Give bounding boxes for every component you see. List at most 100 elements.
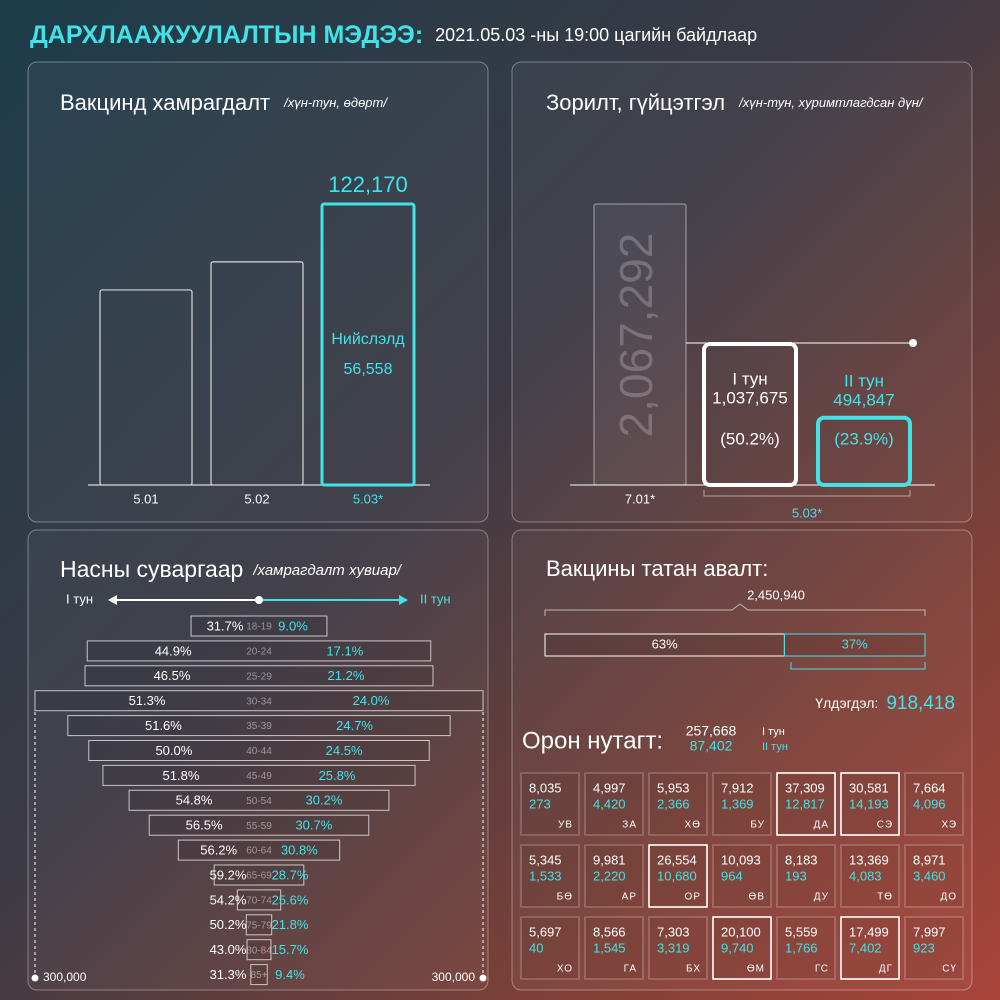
region-code: ӨВ	[749, 892, 765, 903]
region-cell	[584, 772, 644, 836]
dose1: 17,499	[849, 924, 889, 939]
region-cell	[648, 916, 708, 980]
value-label: 46.5%	[154, 668, 191, 683]
x-tick-label: 300,000	[432, 970, 476, 984]
value-label: 51.3%	[129, 693, 166, 708]
region-code: ДУ	[814, 892, 829, 903]
value-label: 494,847	[833, 390, 894, 409]
value-label: 25.6%	[272, 892, 309, 907]
legend-dot	[255, 596, 263, 604]
share-label: (23.9%)	[834, 429, 894, 448]
unit: /хүн-тун, хуримтлагдсан дүн/	[738, 95, 924, 110]
value-label: 56.2%	[200, 843, 237, 858]
total-value: 257,668	[686, 723, 737, 739]
region-code: АР	[622, 892, 637, 903]
dose2: 1,545	[593, 940, 626, 955]
region-cell	[904, 916, 964, 980]
x-tick-label: 5.03*	[792, 505, 822, 520]
unit: /хүн-тун, өдөрт/	[283, 95, 388, 110]
dose1: 5,345	[529, 852, 562, 867]
panel-title: Насны суваргаар/хамрагдалт хувиар/	[60, 556, 403, 582]
region-cell	[520, 844, 580, 908]
value-label: 56.5%	[186, 818, 223, 833]
region-code: БӨ	[557, 892, 573, 903]
age-label: 55-59	[246, 821, 272, 832]
value-label: 17.1%	[326, 643, 363, 658]
panel-title: Зорилт, гүйцэтгэл/хүн-тун, хуримтлагдсан…	[546, 90, 924, 115]
panel	[511, 529, 973, 991]
remainder-value: 918,418	[886, 693, 955, 714]
value-label: 30.8%	[281, 843, 318, 858]
value-label: 43.0%	[210, 942, 247, 957]
total-dose: II тун	[762, 741, 788, 753]
value-label: 21.8%	[272, 917, 309, 932]
bar	[702, 341, 798, 488]
region-code: ӨМ	[747, 964, 765, 975]
region-cell	[840, 772, 900, 836]
value-label: 50.0%	[155, 743, 192, 758]
panel	[511, 61, 973, 523]
header: ДАРХЛААЖУУЛАЛТЫН МЭДЭЭ: 2021.05.03 -ны 19…	[30, 21, 757, 49]
region-code: ГС	[815, 964, 829, 975]
goal-label: 2,067,292	[610, 233, 662, 438]
x-tick-label: 5.03*	[353, 491, 383, 506]
x-tick-label: 5.02	[244, 491, 269, 506]
dose1: 10,093	[721, 852, 761, 867]
age-box	[190, 615, 328, 637]
annotation: Нийслэлд	[331, 331, 405, 348]
dose2: 7,402	[849, 940, 882, 955]
value-label: 51.8%	[163, 768, 200, 783]
bar	[320, 202, 416, 487]
title: Вакцинд хамрагдалт	[60, 90, 270, 115]
remainder-label: Үлдэгдэл:	[815, 695, 878, 711]
dose2: 4,083	[849, 868, 882, 883]
value-label: 59.2%	[210, 867, 247, 882]
dose2: 1,369	[721, 796, 754, 811]
x-tick-label: 300,000	[43, 970, 87, 984]
panel	[27, 61, 489, 523]
value-label: 21.2%	[328, 668, 365, 683]
segment-label: 63%	[652, 636, 678, 651]
dose1: 26,554	[657, 852, 697, 867]
value-label: 122,170	[328, 172, 408, 197]
value-label: 31.3%	[210, 967, 247, 982]
value-label: 25.8%	[319, 768, 356, 783]
dose1: 7,303	[657, 924, 690, 939]
region-code: ХЭ	[941, 820, 957, 831]
age-box	[236, 889, 282, 911]
segment-label: 37%	[842, 636, 868, 651]
region-code: ДГ	[879, 964, 893, 975]
region-cell	[584, 844, 644, 908]
region-code: СҮ	[942, 964, 957, 975]
share-label: (50.2%)	[720, 429, 780, 448]
x-tick-label: 7.01*	[625, 491, 655, 506]
region-cell	[520, 916, 580, 980]
dose1: 7,912	[721, 780, 754, 795]
age-label: 18-19	[246, 622, 272, 633]
age-box	[177, 839, 341, 861]
value-label: 30.2%	[306, 793, 343, 808]
total-label: 2,450,940	[747, 587, 805, 602]
dose1: 7,997	[913, 924, 946, 939]
age-box	[86, 640, 432, 662]
region-code: БУ	[750, 820, 765, 831]
region-cell	[904, 844, 964, 908]
age-box	[246, 939, 272, 961]
age-label: 75-79	[246, 920, 272, 931]
legend-arrowhead	[108, 595, 117, 605]
age-label: 35-39	[246, 721, 272, 732]
region-cell	[584, 916, 644, 980]
age-label: 25-29	[246, 671, 272, 682]
value-label: 9.0%	[278, 618, 308, 633]
dose1: 8,566	[593, 924, 626, 939]
age-box	[128, 789, 390, 811]
bar	[99, 289, 193, 486]
dose2: 3,319	[657, 940, 690, 955]
dose2: 3,460	[913, 868, 946, 883]
age-box	[34, 690, 484, 712]
dose1: 8,035	[529, 780, 562, 795]
value-label: 31.7%	[207, 618, 244, 633]
remainder: Үлдэгдэл: 918,418	[815, 693, 955, 714]
age-label: 70-74	[246, 896, 272, 907]
total-value: 87,402	[690, 738, 733, 754]
